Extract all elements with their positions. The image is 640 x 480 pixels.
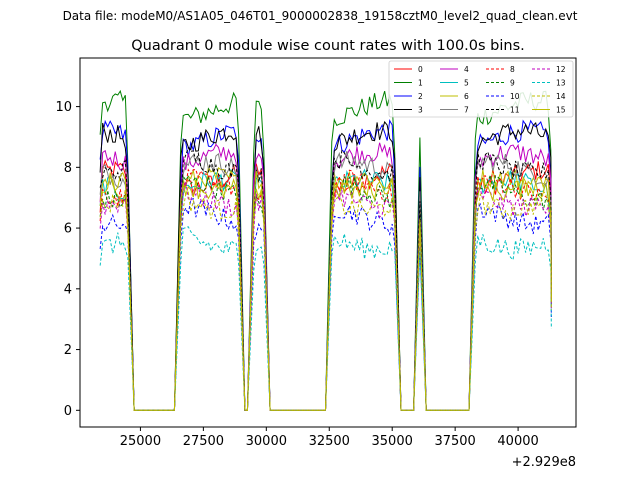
legend-label-14: 14 [556,92,566,101]
legend-label-12: 12 [556,65,566,74]
axes-frame [79,57,577,428]
series-line-11 [99,146,552,411]
plot-lines [99,89,552,411]
x-tick-label: 37500 [434,434,475,449]
x-tick-label: 32500 [309,434,350,449]
series-line-2 [99,119,552,411]
legend-label-8: 8 [510,65,515,74]
x-offset-label: +2.929e8 [512,455,576,470]
series-line-4 [99,142,552,411]
suptitle: Data file: modeM0/AS1A05_046T01_90000028… [63,9,578,23]
y-tick-label: 2 [64,343,72,358]
y-tick-label: 6 [64,222,72,237]
legend-label-6: 6 [464,92,469,101]
legend-label-15: 15 [556,106,566,115]
legend-label-2: 2 [418,92,423,101]
series-line-15 [99,170,552,411]
legend-label-13: 13 [556,79,566,88]
legend-label-9: 9 [510,79,515,88]
legend-label-0: 0 [418,65,423,74]
series-line-9 [99,173,552,411]
series-line-14 [99,189,552,411]
x-tick-label: 40000 [497,434,538,449]
series-line-8 [99,168,552,411]
legend-label-10: 10 [510,92,520,101]
series-line-6 [99,164,552,411]
series-line-3 [99,120,552,411]
x-tick-label: 30000 [246,434,287,449]
legend-label-4: 4 [464,65,469,74]
chart-title: Quadrant 0 module wise count rates with … [131,38,525,54]
y-tick-label: 4 [64,282,72,297]
y-tick-label: 0 [64,404,72,419]
legend-label-5: 5 [464,79,469,88]
x-tick-label: 35000 [372,434,413,449]
legend-label-1: 1 [418,79,423,88]
legend-box [388,60,574,118]
y-tick-label: 10 [55,100,72,115]
y-tick-label: 8 [64,161,72,176]
legend-label-3: 3 [418,106,423,115]
y-axis: 0 2 4 6 8 10 [55,100,80,419]
legend-label-7: 7 [464,106,469,115]
series-line-7 [99,150,552,411]
series-line-13 [99,226,552,411]
x-tick-label: 25000 [120,434,161,449]
legend-label-11: 11 [510,106,520,115]
x-tick-label: 27500 [183,434,224,449]
x-axis: 25000 27500 30000 32500 35000 37500 40000 [120,427,539,449]
